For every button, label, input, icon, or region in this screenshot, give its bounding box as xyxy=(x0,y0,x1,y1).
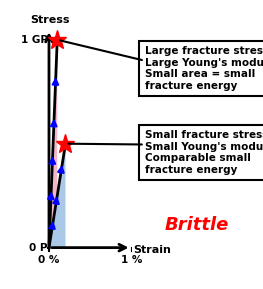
Text: Large fracture stress
Large Young's modulus
Small area = small
fracture energy: Large fracture stress Large Young's modu… xyxy=(145,46,263,91)
Text: Small fracture stress
Small Young's modulus
Comparable small
fracture energy: Small fracture stress Small Young's modu… xyxy=(145,130,263,175)
Text: 1 GP: 1 GP xyxy=(21,35,48,45)
Text: 0 %: 0 % xyxy=(38,255,60,265)
Text: 0 P: 0 P xyxy=(29,243,48,253)
Text: Brittle: Brittle xyxy=(165,216,229,234)
Text: 1 %: 1 % xyxy=(121,255,142,265)
Text: Stress: Stress xyxy=(30,15,70,25)
Text: Strain: Strain xyxy=(133,245,171,255)
Polygon shape xyxy=(49,40,57,248)
Polygon shape xyxy=(49,144,65,248)
